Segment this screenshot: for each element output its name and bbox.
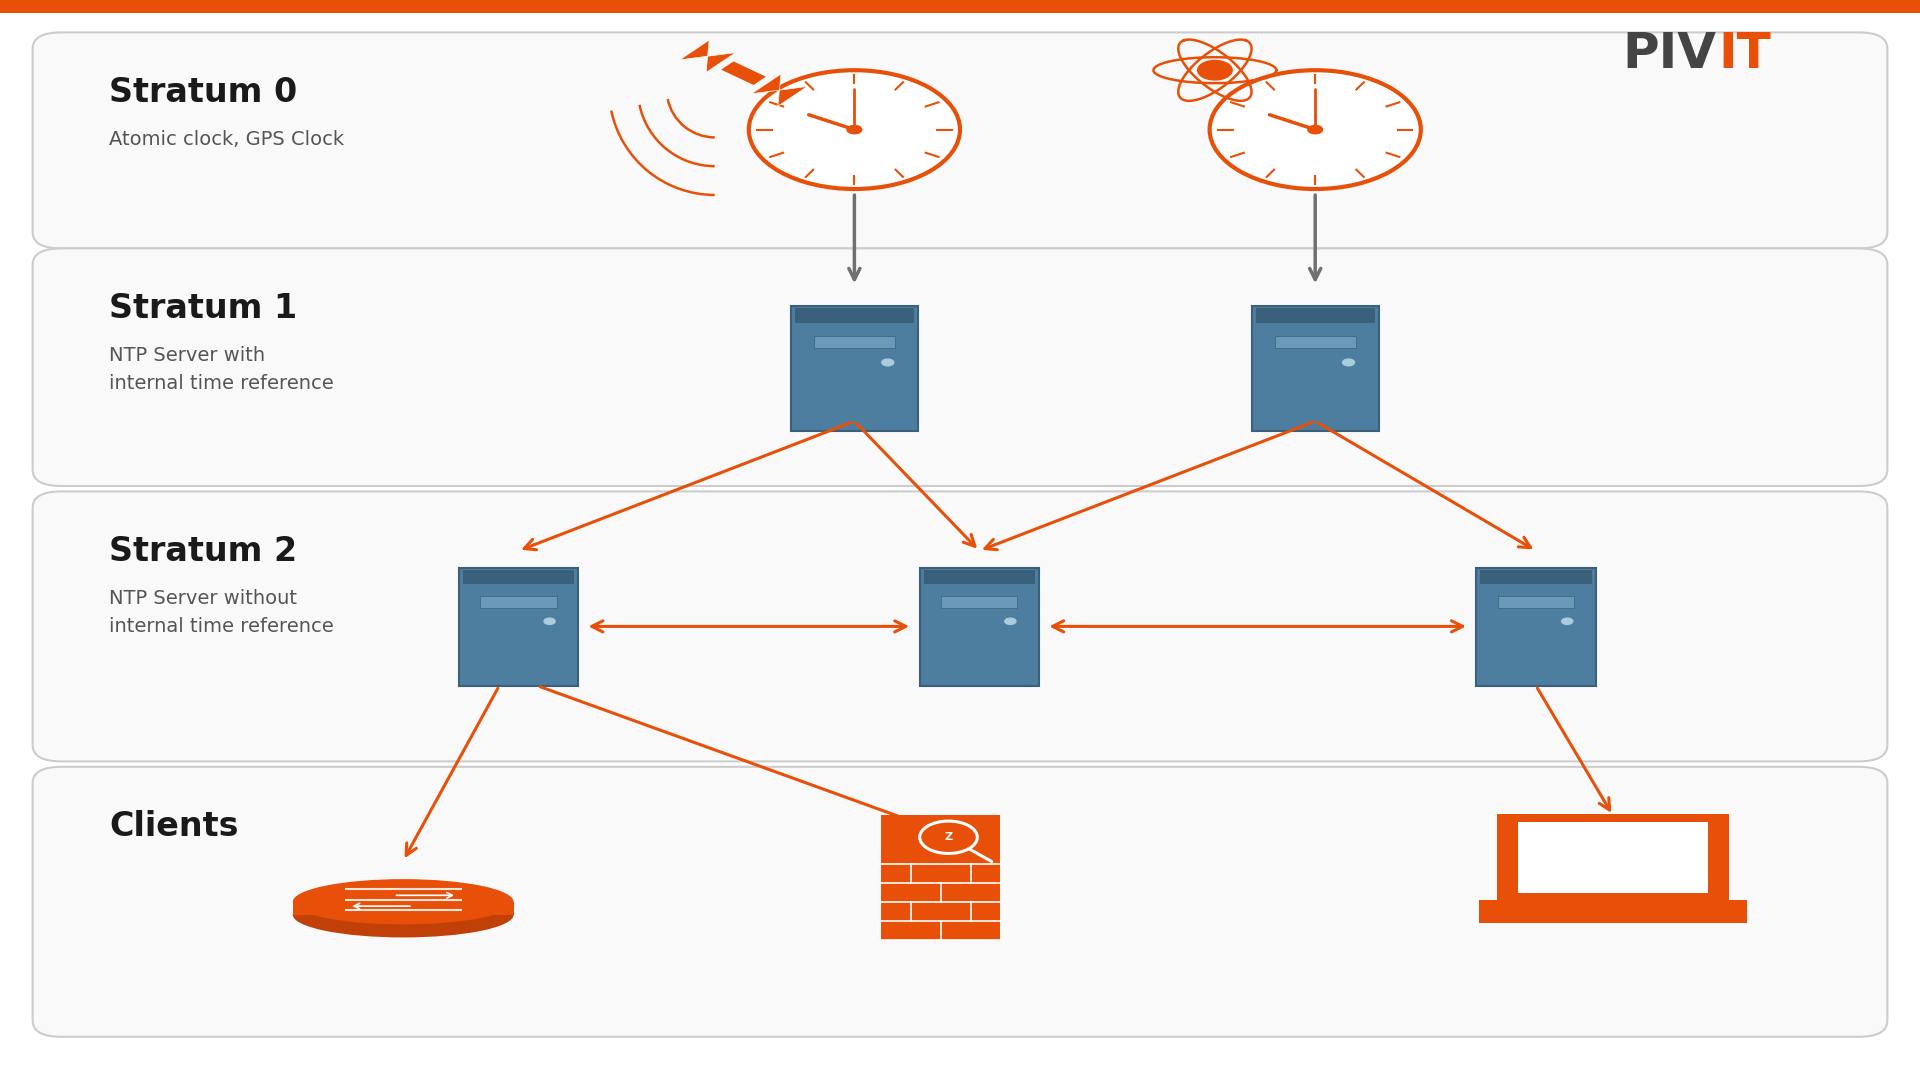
- FancyBboxPatch shape: [924, 570, 1035, 584]
- Text: Stratum 0: Stratum 0: [109, 76, 298, 109]
- FancyBboxPatch shape: [1517, 822, 1709, 893]
- Text: Z: Z: [945, 833, 952, 842]
- Circle shape: [1342, 359, 1354, 366]
- FancyBboxPatch shape: [881, 815, 1000, 864]
- Ellipse shape: [292, 879, 515, 924]
- Text: Stratum 2: Stratum 2: [109, 535, 298, 568]
- Circle shape: [1210, 70, 1421, 189]
- Circle shape: [749, 70, 960, 189]
- FancyBboxPatch shape: [1275, 336, 1356, 348]
- FancyBboxPatch shape: [814, 336, 895, 348]
- FancyBboxPatch shape: [33, 248, 1887, 486]
- Ellipse shape: [292, 892, 515, 937]
- FancyBboxPatch shape: [1252, 306, 1379, 431]
- Polygon shape: [722, 62, 766, 85]
- FancyBboxPatch shape: [459, 568, 578, 686]
- Circle shape: [1198, 60, 1233, 80]
- FancyBboxPatch shape: [33, 767, 1887, 1037]
- Circle shape: [847, 125, 862, 134]
- FancyBboxPatch shape: [1478, 900, 1747, 923]
- Circle shape: [1308, 125, 1323, 134]
- FancyBboxPatch shape: [1480, 570, 1592, 584]
- FancyBboxPatch shape: [920, 568, 1039, 686]
- Circle shape: [543, 618, 555, 624]
- Text: PIV: PIV: [1622, 30, 1716, 78]
- FancyBboxPatch shape: [480, 596, 557, 608]
- Text: Atomic clock, GPS Clock: Atomic clock, GPS Clock: [109, 130, 344, 149]
- FancyBboxPatch shape: [33, 491, 1887, 761]
- Text: Clients: Clients: [109, 810, 238, 843]
- FancyBboxPatch shape: [795, 308, 914, 323]
- FancyBboxPatch shape: [33, 32, 1887, 248]
- Circle shape: [1004, 618, 1016, 624]
- FancyBboxPatch shape: [941, 596, 1018, 608]
- Circle shape: [1561, 618, 1572, 624]
- FancyBboxPatch shape: [791, 306, 918, 431]
- Text: NTP Server with
internal time reference: NTP Server with internal time reference: [109, 346, 334, 393]
- FancyBboxPatch shape: [292, 902, 515, 915]
- Polygon shape: [680, 40, 735, 72]
- Text: Stratum 1: Stratum 1: [109, 292, 298, 325]
- FancyBboxPatch shape: [1476, 568, 1596, 686]
- FancyBboxPatch shape: [0, 0, 1920, 13]
- FancyBboxPatch shape: [463, 570, 574, 584]
- Text: NTP Server without
internal time reference: NTP Server without internal time referen…: [109, 589, 334, 636]
- FancyBboxPatch shape: [1498, 596, 1574, 608]
- FancyBboxPatch shape: [1256, 308, 1375, 323]
- Circle shape: [881, 359, 893, 366]
- FancyBboxPatch shape: [1498, 814, 1728, 905]
- Text: IT: IT: [1718, 30, 1770, 78]
- FancyBboxPatch shape: [881, 864, 1000, 940]
- Polygon shape: [751, 73, 808, 106]
